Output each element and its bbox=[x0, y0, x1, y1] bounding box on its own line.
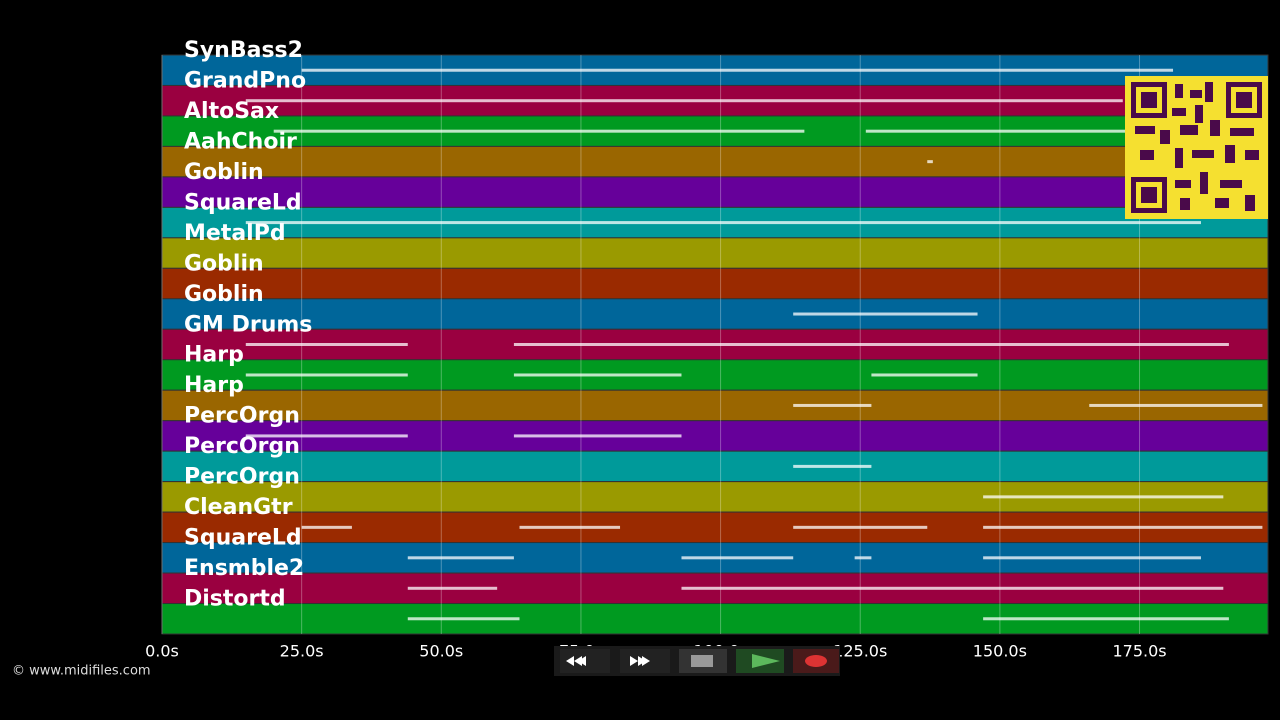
note-span bbox=[407, 617, 520, 621]
note-span bbox=[513, 343, 1229, 346]
track-name: GM Drums bbox=[184, 312, 312, 337]
track-name: MetalPd bbox=[184, 221, 286, 246]
note-span bbox=[871, 373, 978, 377]
note-span bbox=[245, 99, 1123, 103]
track-band bbox=[161, 389, 1269, 422]
track-name: SynBass2 bbox=[184, 38, 303, 63]
track-name: PercOrgn bbox=[184, 465, 300, 490]
note-span bbox=[513, 434, 682, 438]
track-name: Distortd bbox=[184, 587, 286, 612]
note-span bbox=[793, 525, 928, 529]
track-name: Harp bbox=[184, 373, 244, 398]
note-span bbox=[245, 343, 408, 346]
x-tick-label: 150.0s bbox=[973, 642, 1027, 661]
track-name: PercOrgn bbox=[184, 404, 300, 429]
note-span bbox=[273, 129, 805, 133]
track-name: AahChoir bbox=[184, 129, 297, 154]
track-band bbox=[161, 298, 1269, 330]
notes bbox=[245, 68, 1263, 621]
note-span bbox=[854, 556, 872, 560]
rewind-button[interactable] bbox=[560, 649, 610, 673]
note-span bbox=[301, 525, 352, 529]
x-tick-label: 125.0s bbox=[833, 642, 887, 661]
note-span bbox=[245, 221, 1201, 225]
note-span bbox=[407, 556, 514, 560]
note-span bbox=[519, 525, 621, 529]
note-span bbox=[407, 586, 498, 590]
note-span bbox=[1089, 403, 1263, 407]
track-name: Harp bbox=[184, 343, 244, 368]
note-span bbox=[681, 586, 1224, 590]
note-span bbox=[983, 495, 1224, 499]
note-span bbox=[793, 403, 872, 407]
forward-button[interactable] bbox=[620, 649, 670, 673]
qr-code bbox=[1125, 76, 1268, 219]
track-name: SquareLd bbox=[184, 190, 302, 215]
track-labels: SynBass2 GrandPno AltoSax AahChoir Goblin Squ… bbox=[184, 38, 312, 612]
track-name: Ensmble2 bbox=[184, 556, 304, 581]
track-name: SquareLd bbox=[184, 526, 302, 551]
note-span bbox=[927, 160, 933, 164]
track-name: GrandPno bbox=[184, 68, 306, 93]
x-tick-label: 25.0s bbox=[280, 642, 324, 661]
track-name: AltoSax bbox=[184, 99, 279, 124]
copyright: © www.midifiles.com bbox=[12, 664, 151, 679]
track-name: PercOrgn bbox=[184, 434, 300, 459]
track-name: Goblin bbox=[184, 251, 264, 276]
track-name: Goblin bbox=[184, 160, 264, 185]
track-band bbox=[161, 145, 1269, 178]
note-span bbox=[983, 556, 1201, 560]
note-span bbox=[793, 312, 978, 316]
track-name: Goblin bbox=[184, 282, 264, 307]
track-band bbox=[161, 267, 1269, 300]
x-tick-label: 175.0s bbox=[1112, 642, 1166, 661]
note-span bbox=[513, 373, 682, 377]
record-button[interactable] bbox=[793, 649, 839, 673]
note-span bbox=[681, 556, 794, 560]
note-span bbox=[245, 434, 408, 438]
note-span bbox=[301, 68, 1174, 72]
x-tick-label: 50.0s bbox=[419, 642, 463, 661]
note-span bbox=[983, 525, 1263, 529]
note-span bbox=[793, 464, 872, 468]
x-tick-label: 0.0s bbox=[145, 642, 179, 661]
track-band bbox=[161, 237, 1269, 269]
note-span bbox=[245, 373, 408, 377]
play-button[interactable] bbox=[736, 649, 784, 673]
note-span bbox=[983, 617, 1229, 621]
track-name: CleanGtr bbox=[184, 495, 293, 520]
note-span bbox=[865, 129, 1134, 133]
track-band bbox=[161, 176, 1269, 208]
stop-button[interactable] bbox=[679, 649, 727, 673]
track-band bbox=[161, 450, 1269, 483]
transport-controls bbox=[554, 646, 840, 676]
